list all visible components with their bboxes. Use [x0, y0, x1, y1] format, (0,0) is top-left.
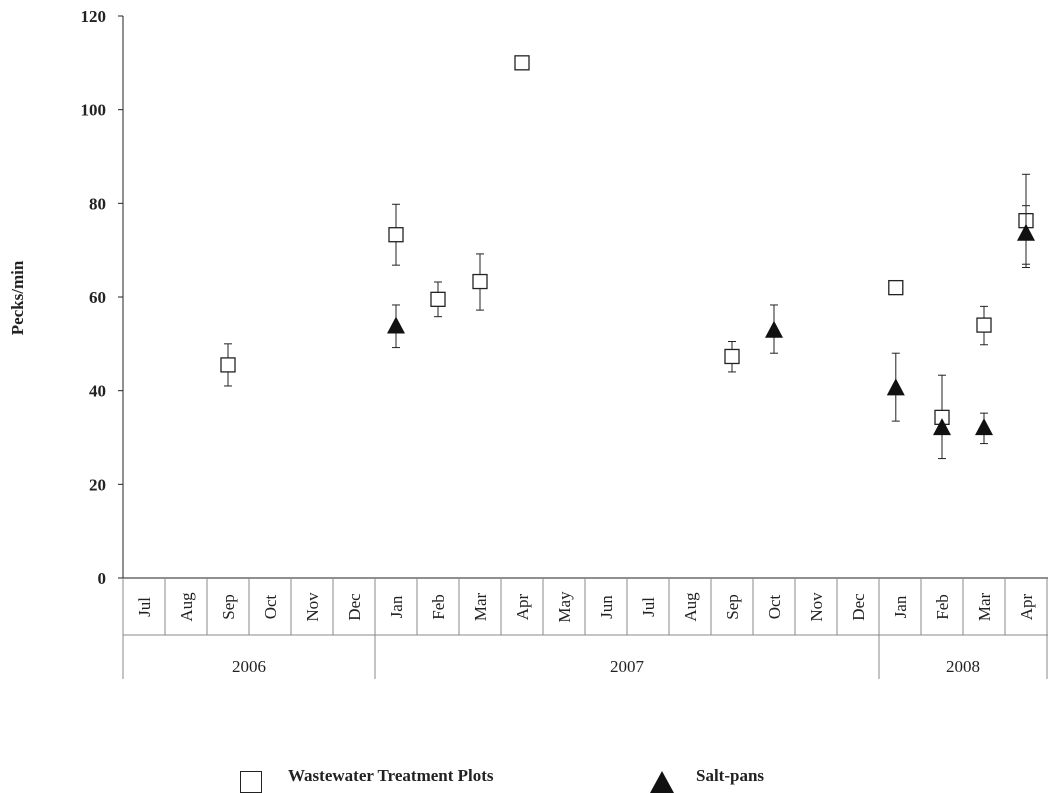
x-tick-label: Oct — [261, 594, 280, 619]
x-tick-label: Nov — [807, 592, 826, 622]
wastewater-point — [724, 348, 740, 365]
saltpans-point — [765, 320, 783, 338]
wastewater-point — [976, 317, 992, 333]
wastewater-point — [220, 357, 236, 373]
y-tick-label: 0 — [98, 569, 107, 588]
legend-saltpans: Salt-pans — [650, 762, 765, 793]
x-tick-label: Oct — [765, 594, 784, 619]
x-tick-label: Dec — [849, 593, 868, 621]
x-tick-label: Jul — [135, 597, 154, 617]
x-tick-label: Jun — [597, 595, 616, 619]
wastewater-point — [388, 227, 404, 243]
saltpans-point — [933, 418, 951, 436]
x-tick-label: Dec — [345, 593, 364, 621]
axes — [122, 16, 1048, 579]
x-tick-label: Aug — [177, 592, 196, 622]
legend-saltpans-label: Salt-pans — [696, 766, 765, 785]
wastewater-point — [888, 279, 904, 296]
x-tick-label: Jan — [387, 595, 406, 618]
x-tick-label: Apr — [1017, 593, 1036, 620]
saltpans-point — [975, 418, 993, 436]
x-tick-label: Sep — [723, 594, 742, 620]
wastewater-point — [514, 55, 530, 71]
x-tick-label: Jan — [891, 595, 910, 618]
x-tick-label: Sep — [219, 594, 238, 620]
y-tick-label: 80 — [89, 194, 106, 213]
y-ticks: 0 20 40 60 80 100 120 — [81, 7, 123, 588]
y-tick-label: 40 — [89, 382, 106, 401]
saltpans-point — [387, 316, 405, 334]
y-tick-label: 20 — [89, 475, 106, 494]
filled-triangle-icon — [650, 771, 674, 793]
x-tick-label: Nov — [303, 592, 322, 622]
saltpans-point — [886, 378, 905, 396]
y-tick-label: 100 — [81, 101, 107, 120]
legend-wastewater-label: Wastewater Treatment Plots — [288, 766, 494, 785]
x-tick-label: Feb — [933, 594, 952, 620]
x-ticks: Jul Aug Sep Oct Nov Dec Jan Feb Mar Apr May Jun Jul A… — [122, 578, 1048, 679]
data-marks — [220, 55, 1035, 460]
y-tick-label: 60 — [89, 288, 106, 307]
y-tick-label: 120 — [81, 7, 107, 26]
x-year-label: 2007 — [610, 657, 645, 676]
y-axis-label: Pecks/min — [8, 260, 27, 335]
x-tick-label: Feb — [429, 594, 448, 620]
wastewater-point — [472, 273, 488, 290]
x-tick-label: May — [555, 591, 574, 623]
x-tick-label: Mar — [471, 593, 490, 622]
legend-wastewater: Wastewater Treatment Plots — [240, 762, 494, 793]
x-tick-label: Apr — [513, 593, 532, 620]
x-tick-label: Aug — [681, 592, 700, 622]
saltpans-point — [1017, 223, 1035, 241]
wastewater-point — [430, 291, 446, 307]
x-tick-label: Jul — [639, 597, 658, 617]
x-year-label: 2008 — [946, 657, 980, 676]
x-year-label: 2006 — [232, 657, 266, 676]
x-tick-label: Mar — [975, 593, 994, 622]
